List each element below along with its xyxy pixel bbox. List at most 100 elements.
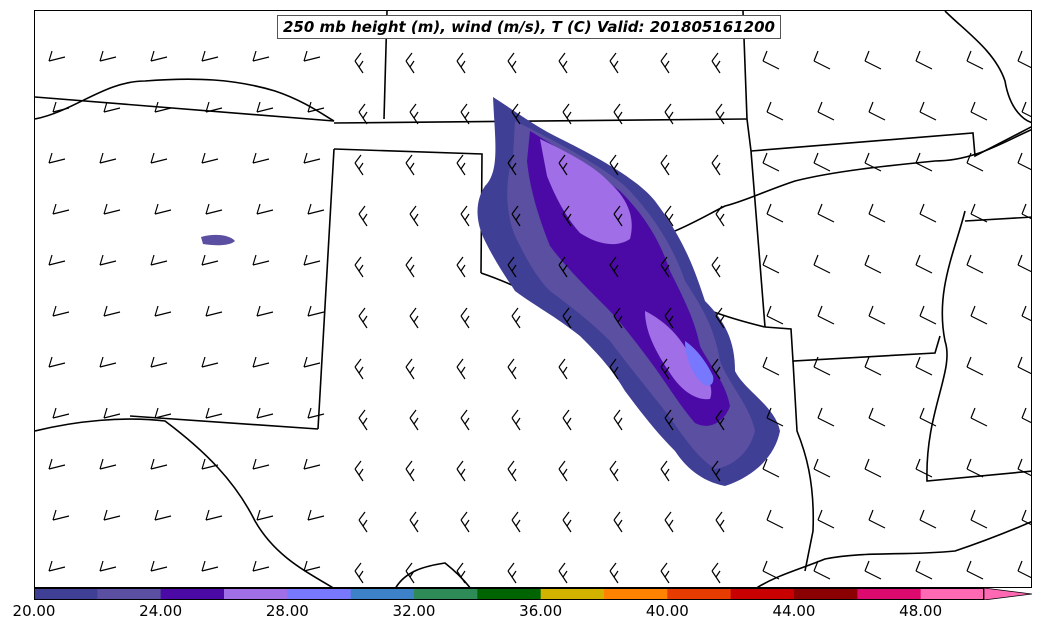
wind-barb — [150, 560, 168, 572]
wind-barb — [150, 50, 168, 62]
colorbar-segment — [97, 588, 162, 600]
wind-barb — [1017, 458, 1031, 477]
wind-barb — [970, 203, 988, 223]
wind-barb — [409, 103, 419, 125]
wind-barb — [507, 358, 517, 380]
wind-barb — [252, 560, 270, 572]
border-tx-nm-south — [129, 415, 319, 430]
wind-barb — [154, 203, 172, 215]
wind-barb — [205, 101, 223, 113]
wind-barb — [48, 560, 66, 572]
wind-barb — [715, 511, 725, 533]
wind-barb — [409, 511, 419, 533]
wind-barb — [409, 307, 419, 329]
wind-barb — [405, 358, 415, 380]
wind-barb — [150, 356, 168, 368]
wind-barb — [205, 407, 223, 419]
colorbar-segment — [667, 588, 732, 600]
wind-barb — [1017, 560, 1031, 579]
border-panhandle — [333, 148, 483, 274]
wind-barb — [864, 254, 882, 274]
colorbar-tick-label: 40.00 — [645, 602, 689, 620]
wind-barb — [456, 358, 466, 380]
wind-barb — [762, 560, 780, 580]
river-north — [35, 78, 335, 122]
wind-barb — [766, 203, 784, 223]
wind-barb — [558, 562, 568, 584]
wind-barb — [919, 407, 937, 427]
wind-barb — [99, 254, 117, 266]
state-borders — [35, 11, 1031, 587]
wind-barb — [99, 50, 117, 62]
wind-barb — [558, 256, 568, 278]
wind-barb — [715, 307, 725, 329]
wind-barb — [766, 509, 784, 529]
colorbar-segment — [287, 588, 352, 600]
wind-barb — [562, 409, 572, 431]
wind-barb — [762, 152, 780, 172]
wind-barb — [915, 560, 933, 580]
wind-barb — [1017, 356, 1031, 375]
wind-barb — [1021, 407, 1031, 424]
wind-barb — [1021, 203, 1031, 220]
wind-barb — [511, 205, 521, 227]
wind-barb — [660, 154, 670, 176]
colorbar-segment — [414, 588, 478, 600]
wind-barb — [919, 101, 937, 121]
colorbar — [34, 588, 1033, 600]
colorbar-segment — [34, 588, 98, 600]
map-panel — [34, 10, 1032, 588]
wind-barb — [103, 509, 121, 521]
wind-barb — [660, 358, 670, 380]
wind-barb — [354, 358, 364, 380]
wind-barb — [405, 256, 415, 278]
border-tx-mexico — [35, 418, 334, 587]
wind-barb — [609, 460, 619, 482]
wind-barb — [511, 103, 521, 125]
coast-tx — [395, 562, 471, 587]
border-north-vertical-2 — [742, 11, 752, 152]
wind-barb — [256, 407, 274, 419]
wind-barb — [558, 460, 568, 482]
colorbar-tick-label: 48.00 — [899, 602, 943, 620]
wind-barb — [354, 154, 364, 176]
wind-barb — [919, 509, 937, 529]
wind-barb — [868, 101, 886, 121]
border-ms-river — [926, 210, 1031, 482]
fill-band-26b — [645, 311, 712, 400]
wind-barb — [507, 562, 517, 584]
wind-barb — [1021, 509, 1031, 526]
colorbar-tick-label: 36.00 — [519, 602, 563, 620]
wind-barb — [766, 305, 784, 325]
wind-barb — [405, 562, 415, 584]
wind-barb — [711, 460, 721, 482]
wind-barb — [660, 460, 670, 482]
wind-barb — [609, 154, 619, 176]
border-ks-ok — [333, 118, 748, 124]
wind-barb — [511, 409, 521, 431]
wind-barb — [970, 509, 988, 529]
colorbar-tick-label: 44.00 — [772, 602, 816, 620]
wind-barb — [154, 509, 172, 521]
wind-barb — [562, 511, 572, 533]
wind-barb — [303, 560, 321, 572]
wind-barb — [456, 154, 466, 176]
wind-barb — [307, 101, 325, 113]
wind-barb — [711, 256, 721, 278]
wind-barb — [358, 409, 368, 431]
border-ar-la — [764, 326, 941, 362]
wind-barb — [915, 152, 933, 172]
wind-barb — [507, 154, 517, 176]
wind-barb — [868, 509, 886, 529]
wind-barb — [664, 307, 674, 329]
wind-barb — [613, 205, 623, 227]
wind-barb — [813, 50, 831, 70]
wind-barb — [660, 256, 670, 278]
wind-barb — [1017, 50, 1031, 69]
wind-barb — [460, 307, 470, 329]
wind-barb — [766, 407, 784, 427]
gulf-coast — [756, 520, 1031, 587]
wind-barb — [664, 409, 674, 431]
wind-barb — [915, 50, 933, 70]
wind-barb — [456, 256, 466, 278]
